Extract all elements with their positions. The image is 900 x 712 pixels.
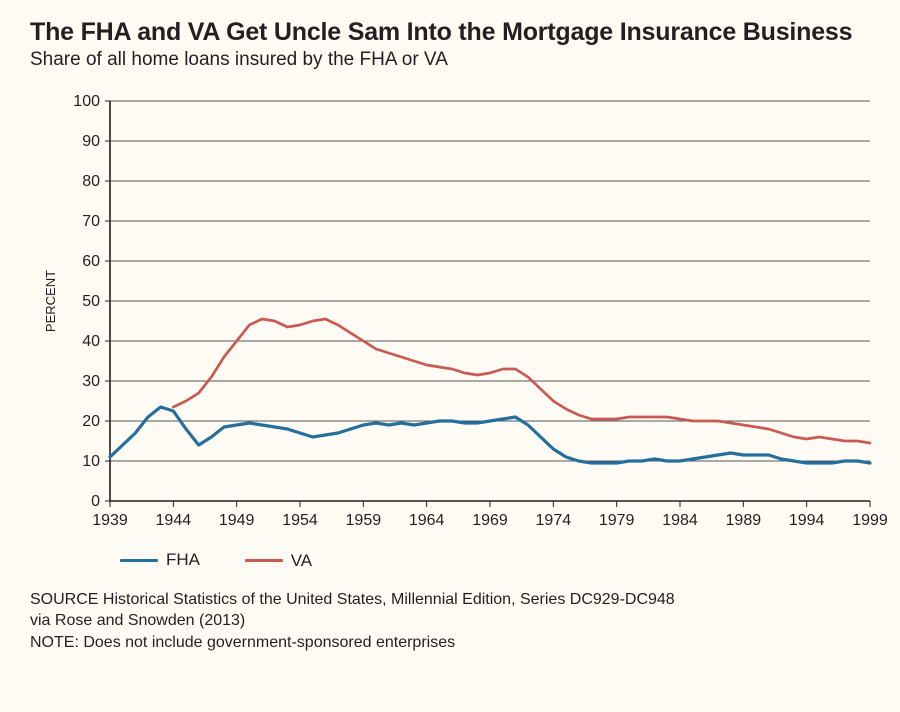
y-tick-label: 90 [82,133,100,150]
x-tick-label: 1969 [472,512,508,529]
x-tick-label: 1984 [662,512,698,529]
x-tick-label: 1949 [219,512,255,529]
x-tick-label: 1939 [92,512,128,529]
y-tick-label: 100 [73,93,100,110]
x-tick-label: 1999 [852,512,888,529]
chart-subtitle: Share of all home loans insured by the F… [30,49,870,71]
y-tick-label: 60 [82,253,100,270]
legend-item-fha: FHA [120,550,200,570]
legend-label-va: VA [291,551,312,571]
legend-swatch-va [245,559,283,562]
series-fha [110,407,870,463]
y-tick-label: 70 [82,213,100,230]
page: The FHA and VA Get Uncle Sam Into the Mo… [0,0,900,712]
y-tick-label: 30 [82,373,100,390]
source-line-2: via Rose and Snowden (2013) [30,610,870,632]
chart-title: The FHA and VA Get Uncle Sam Into the Mo… [30,18,870,47]
x-tick-label: 1979 [599,512,635,529]
y-tick-label: 80 [82,173,100,190]
y-tick-label: 0 [91,493,100,510]
y-tick-label: 10 [82,453,100,470]
y-tick-label: 40 [82,333,100,350]
y-axis-label: PERCENT [43,270,58,332]
legend-label-fha: FHA [166,550,200,570]
legend: FHA VA [30,547,870,571]
source-line-1: SOURCE Historical Statistics of the Unit… [30,589,870,611]
chart-container: 0 10 20 30 40 50 60 70 80 90 100 1939 1944 1949 1954 19… [30,91,870,541]
x-tick-label: 1944 [156,512,192,529]
x-tick-label: 1974 [536,512,572,529]
y-tick-label: 50 [82,293,100,310]
x-tick-label: 1994 [789,512,825,529]
legend-swatch-fha [120,559,158,562]
y-tick-label: 20 [82,413,100,430]
x-tick-label: 1964 [409,512,445,529]
note-line: NOTE: Does not include government-sponso… [30,632,870,654]
line-chart: 0 10 20 30 40 50 60 70 80 90 100 1939 1944 1949 1954 19… [30,91,890,541]
x-tick-label: 1959 [346,512,382,529]
legend-item-va: VA [245,551,312,571]
x-tick-label: 1989 [726,512,762,529]
x-tick-label: 1954 [282,512,318,529]
source-footer: SOURCE Historical Statistics of the Unit… [30,589,870,654]
